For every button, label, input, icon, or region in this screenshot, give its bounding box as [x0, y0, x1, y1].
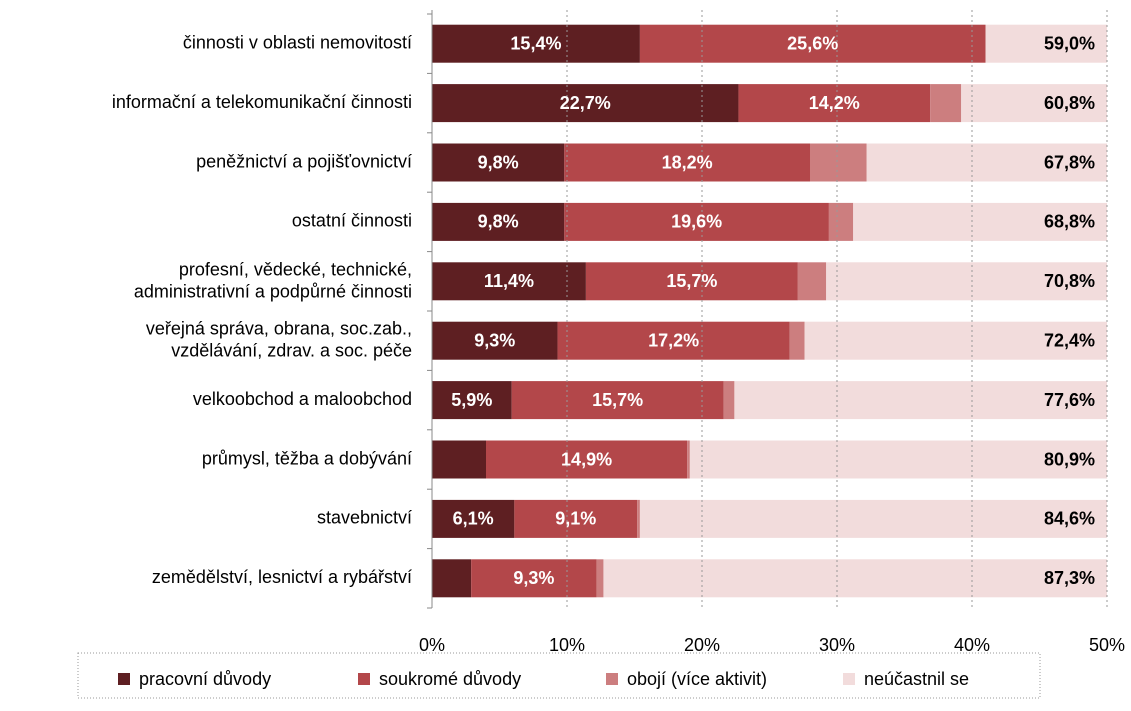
- x-tick-label: 0%: [419, 635, 445, 655]
- value-label: 9,3%: [513, 568, 554, 588]
- legend-swatch: [606, 673, 618, 685]
- legend-box: [77, 652, 1041, 699]
- bar-segment: [828, 202, 854, 241]
- value-label: 5,9%: [451, 390, 492, 410]
- x-tick-label: 50%: [1089, 635, 1125, 655]
- bar-segment: [564, 143, 810, 182]
- x-tick-label: 10%: [549, 635, 585, 655]
- legend-swatch: [358, 673, 370, 685]
- bar-segment: [432, 499, 515, 538]
- y-tick-label: velkoobchod a maloobchod: [193, 389, 412, 409]
- value-label: 15,4%: [510, 33, 561, 53]
- x-tick-label: 40%: [954, 635, 990, 655]
- legend-swatch: [843, 673, 855, 685]
- bar-segment: [432, 143, 565, 182]
- bar-segment: [432, 321, 558, 360]
- bar-segment: [432, 24, 640, 63]
- y-tick-label: profesní, vědecké, technické, administrat…: [134, 259, 412, 301]
- value-label: 9,8%: [478, 152, 519, 172]
- legend-label: neúčastnil se: [864, 669, 969, 689]
- bar-segment: [734, 381, 1107, 420]
- bar-segment: [432, 440, 486, 479]
- value-label: 11,4%: [484, 271, 534, 291]
- plot-area: [432, 24, 1107, 598]
- value-label: 60,8%: [1044, 93, 1095, 113]
- legend-label: soukromé důvody: [379, 669, 521, 689]
- value-label: 15,7%: [666, 271, 717, 291]
- bar-segment: [432, 202, 565, 241]
- bar-segment: [930, 84, 962, 123]
- bar-segment: [564, 202, 829, 241]
- bar-segment: [432, 262, 586, 301]
- value-label: 6,1%: [453, 509, 494, 529]
- x-tick-label: 20%: [684, 635, 720, 655]
- bar-segment: [797, 262, 827, 301]
- value-label: 15,7%: [592, 390, 643, 410]
- y-tick-label: stavebnictví: [317, 508, 412, 528]
- bar-segment: [511, 381, 724, 420]
- y-tick-label: veřejná správa, obrana, soc.zab., vzděláv…: [146, 318, 412, 360]
- value-label: 9,1%: [555, 509, 596, 529]
- bar-segment: [486, 440, 688, 479]
- y-tick-label: informační a telekomunikační činnosti: [112, 92, 412, 112]
- y-tick-label: průmysl, těžba a dobývání: [202, 448, 412, 468]
- value-label: 77,6%: [1044, 390, 1095, 410]
- bar-segment: [810, 143, 867, 182]
- bar-segment: [557, 321, 790, 360]
- bar-segment: [637, 499, 640, 538]
- legend-swatch: [118, 673, 130, 685]
- bar-segment: [432, 84, 739, 123]
- bar-segment: [804, 321, 1107, 360]
- y-tick-label: peněžnictví a pojišťovnictví: [196, 151, 412, 171]
- value-label: 80,9%: [1044, 449, 1095, 469]
- y-tick-label: činnosti v oblasti nemovitostí: [183, 32, 412, 52]
- bar-segment: [585, 262, 798, 301]
- value-label: 87,3%: [1044, 568, 1095, 588]
- legend-label: pracovní důvody: [139, 669, 271, 689]
- bar-segment: [603, 559, 1107, 598]
- bar-segment: [738, 84, 931, 123]
- bar-segment: [853, 202, 1107, 241]
- value-label: 17,2%: [648, 330, 699, 350]
- bar-segment: [432, 381, 512, 420]
- bar-segment: [826, 262, 1107, 301]
- bar-segment: [639, 499, 1107, 538]
- bar-segment: [866, 143, 1107, 182]
- value-label: 14,2%: [809, 93, 860, 113]
- bar-segment: [689, 440, 1107, 479]
- value-label: 25,6%: [787, 33, 838, 53]
- bar-segment: [961, 84, 1107, 123]
- value-label: 68,8%: [1044, 212, 1095, 232]
- bar-segment: [723, 381, 735, 420]
- bar-segment: [985, 24, 1107, 63]
- value-label: 9,3%: [474, 330, 515, 350]
- x-tick-label: 30%: [819, 635, 855, 655]
- bar-segment: [596, 559, 604, 598]
- value-label: 70,8%: [1044, 271, 1095, 291]
- bar-segment: [514, 499, 638, 538]
- bar-segment: [471, 559, 597, 598]
- bar-segment: [687, 440, 690, 479]
- value-label: 18,2%: [662, 152, 713, 172]
- legend-label: obojí (více aktivit): [627, 669, 767, 689]
- value-label: 9,8%: [478, 212, 519, 232]
- bar-segment: [639, 24, 986, 63]
- bar-segment: [789, 321, 805, 360]
- value-label: 22,7%: [560, 93, 611, 113]
- bar-segment: [432, 559, 472, 598]
- value-label: 72,4%: [1044, 330, 1095, 350]
- value-label: 67,8%: [1044, 152, 1095, 172]
- value-label: 59,0%: [1044, 33, 1095, 53]
- value-label: 14,9%: [561, 449, 612, 469]
- y-tick-label: zemědělství, lesnictví a rybářství: [152, 567, 412, 587]
- value-label: 19,6%: [671, 212, 722, 232]
- y-tick-label: ostatní činnosti: [292, 211, 412, 231]
- value-label: 84,6%: [1044, 509, 1095, 529]
